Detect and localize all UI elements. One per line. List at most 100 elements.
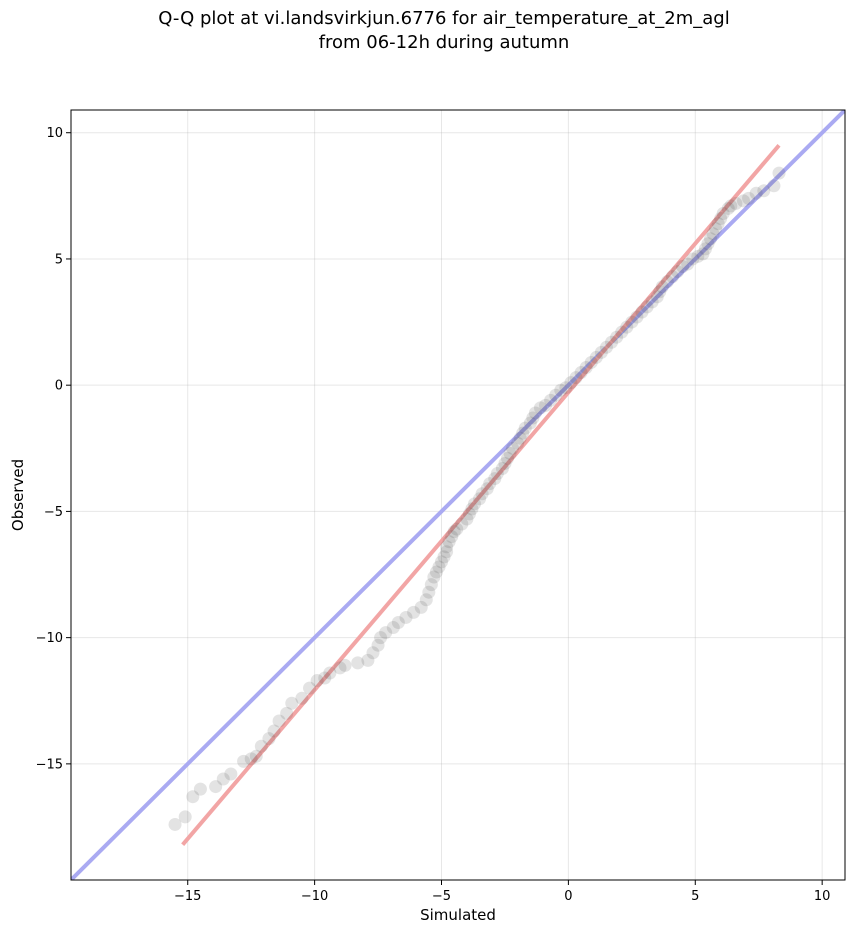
data-point	[650, 290, 664, 304]
data-point	[447, 525, 461, 539]
data-point	[419, 593, 433, 607]
data-point	[427, 570, 441, 584]
data-point	[490, 467, 504, 481]
data-point	[599, 340, 613, 354]
y-tick-label: 0	[55, 379, 63, 394]
data-point	[437, 550, 451, 564]
data-point	[625, 315, 639, 329]
axis-ticks: −15 −10 −5 0 5 10 −15 −10 −5 0 5 10	[36, 126, 831, 904]
plot-lines	[71, 110, 845, 880]
data-point	[665, 270, 679, 284]
data-point	[435, 555, 449, 569]
data-point	[757, 184, 771, 198]
data-point	[333, 661, 347, 675]
y-axis-label: Observed	[9, 459, 27, 531]
y-tick-label: −5	[44, 505, 63, 520]
data-point	[630, 310, 644, 324]
data-point	[706, 227, 720, 241]
data-point	[475, 487, 489, 501]
data-point	[704, 232, 718, 246]
data-point	[615, 325, 629, 339]
data-point	[262, 732, 276, 746]
data-point	[686, 252, 700, 266]
plot-frame	[70, 109, 846, 881]
data-point	[655, 280, 669, 294]
data-point	[351, 656, 365, 670]
data-point	[772, 166, 786, 180]
data-point	[442, 535, 456, 549]
data-point	[440, 540, 454, 554]
data-point	[272, 714, 286, 728]
data-point	[564, 376, 578, 390]
data-point	[460, 512, 474, 526]
data-point	[513, 431, 527, 445]
data-point	[361, 653, 375, 667]
data-point	[303, 681, 317, 695]
data-point	[729, 196, 743, 210]
x-tick-label: −5	[432, 889, 451, 904]
data-point	[716, 207, 730, 221]
y-tick-label: 5	[55, 252, 63, 267]
data-point	[523, 416, 537, 430]
data-point	[742, 191, 756, 205]
data-point	[698, 242, 712, 256]
data-point	[518, 421, 532, 435]
data-point	[696, 247, 710, 261]
data-point	[691, 249, 705, 263]
data-point	[721, 201, 735, 215]
data-point	[584, 355, 598, 369]
data-point	[660, 275, 674, 289]
data-point	[714, 212, 728, 226]
y-tick-label: −15	[36, 757, 63, 772]
reference-line-1to1	[71, 110, 845, 880]
data-point	[671, 265, 685, 279]
data-point	[473, 492, 487, 506]
data-point	[440, 545, 454, 559]
data-point	[450, 522, 464, 536]
data-point	[424, 578, 438, 592]
data-point	[422, 585, 436, 599]
data-point	[554, 383, 568, 397]
data-point	[467, 497, 481, 511]
data-point	[516, 426, 530, 440]
x-tick-label: 0	[564, 889, 572, 904]
data-point	[391, 615, 405, 629]
data-point	[462, 507, 476, 521]
data-point	[539, 398, 553, 412]
data-point	[414, 600, 428, 614]
data-point	[488, 472, 502, 486]
data-point	[736, 194, 750, 208]
data-point	[511, 436, 525, 450]
data-point	[701, 237, 715, 251]
chart-title-line-1: Q-Q plot at vi.landsvirkjun.6776 for air…	[158, 8, 729, 29]
data-point	[237, 754, 251, 768]
data-point	[569, 371, 583, 385]
data-point	[711, 217, 725, 231]
chart-title-line-2: from 06-12h during autumn	[319, 32, 570, 53]
data-point	[280, 706, 294, 720]
data-point	[407, 605, 421, 619]
data-point	[724, 199, 738, 213]
y-tick-label: 10	[46, 126, 63, 141]
data-point	[544, 393, 558, 407]
x-tick-label: −15	[174, 889, 201, 904]
data-point	[178, 810, 192, 824]
data-point	[579, 361, 593, 375]
x-axis-label: Simulated	[420, 906, 496, 924]
data-points	[168, 166, 786, 831]
data-point	[620, 320, 634, 334]
data-point	[653, 285, 667, 299]
data-point	[323, 666, 337, 680]
data-point	[168, 817, 182, 831]
data-point	[495, 461, 509, 475]
data-point	[295, 691, 309, 705]
data-point	[445, 530, 459, 544]
data-point	[338, 658, 352, 672]
data-point	[209, 780, 223, 794]
data-point	[559, 381, 573, 395]
data-point	[709, 222, 723, 236]
data-point	[432, 560, 446, 574]
data-point	[216, 772, 230, 786]
data-point	[318, 671, 332, 685]
data-point	[310, 674, 324, 688]
